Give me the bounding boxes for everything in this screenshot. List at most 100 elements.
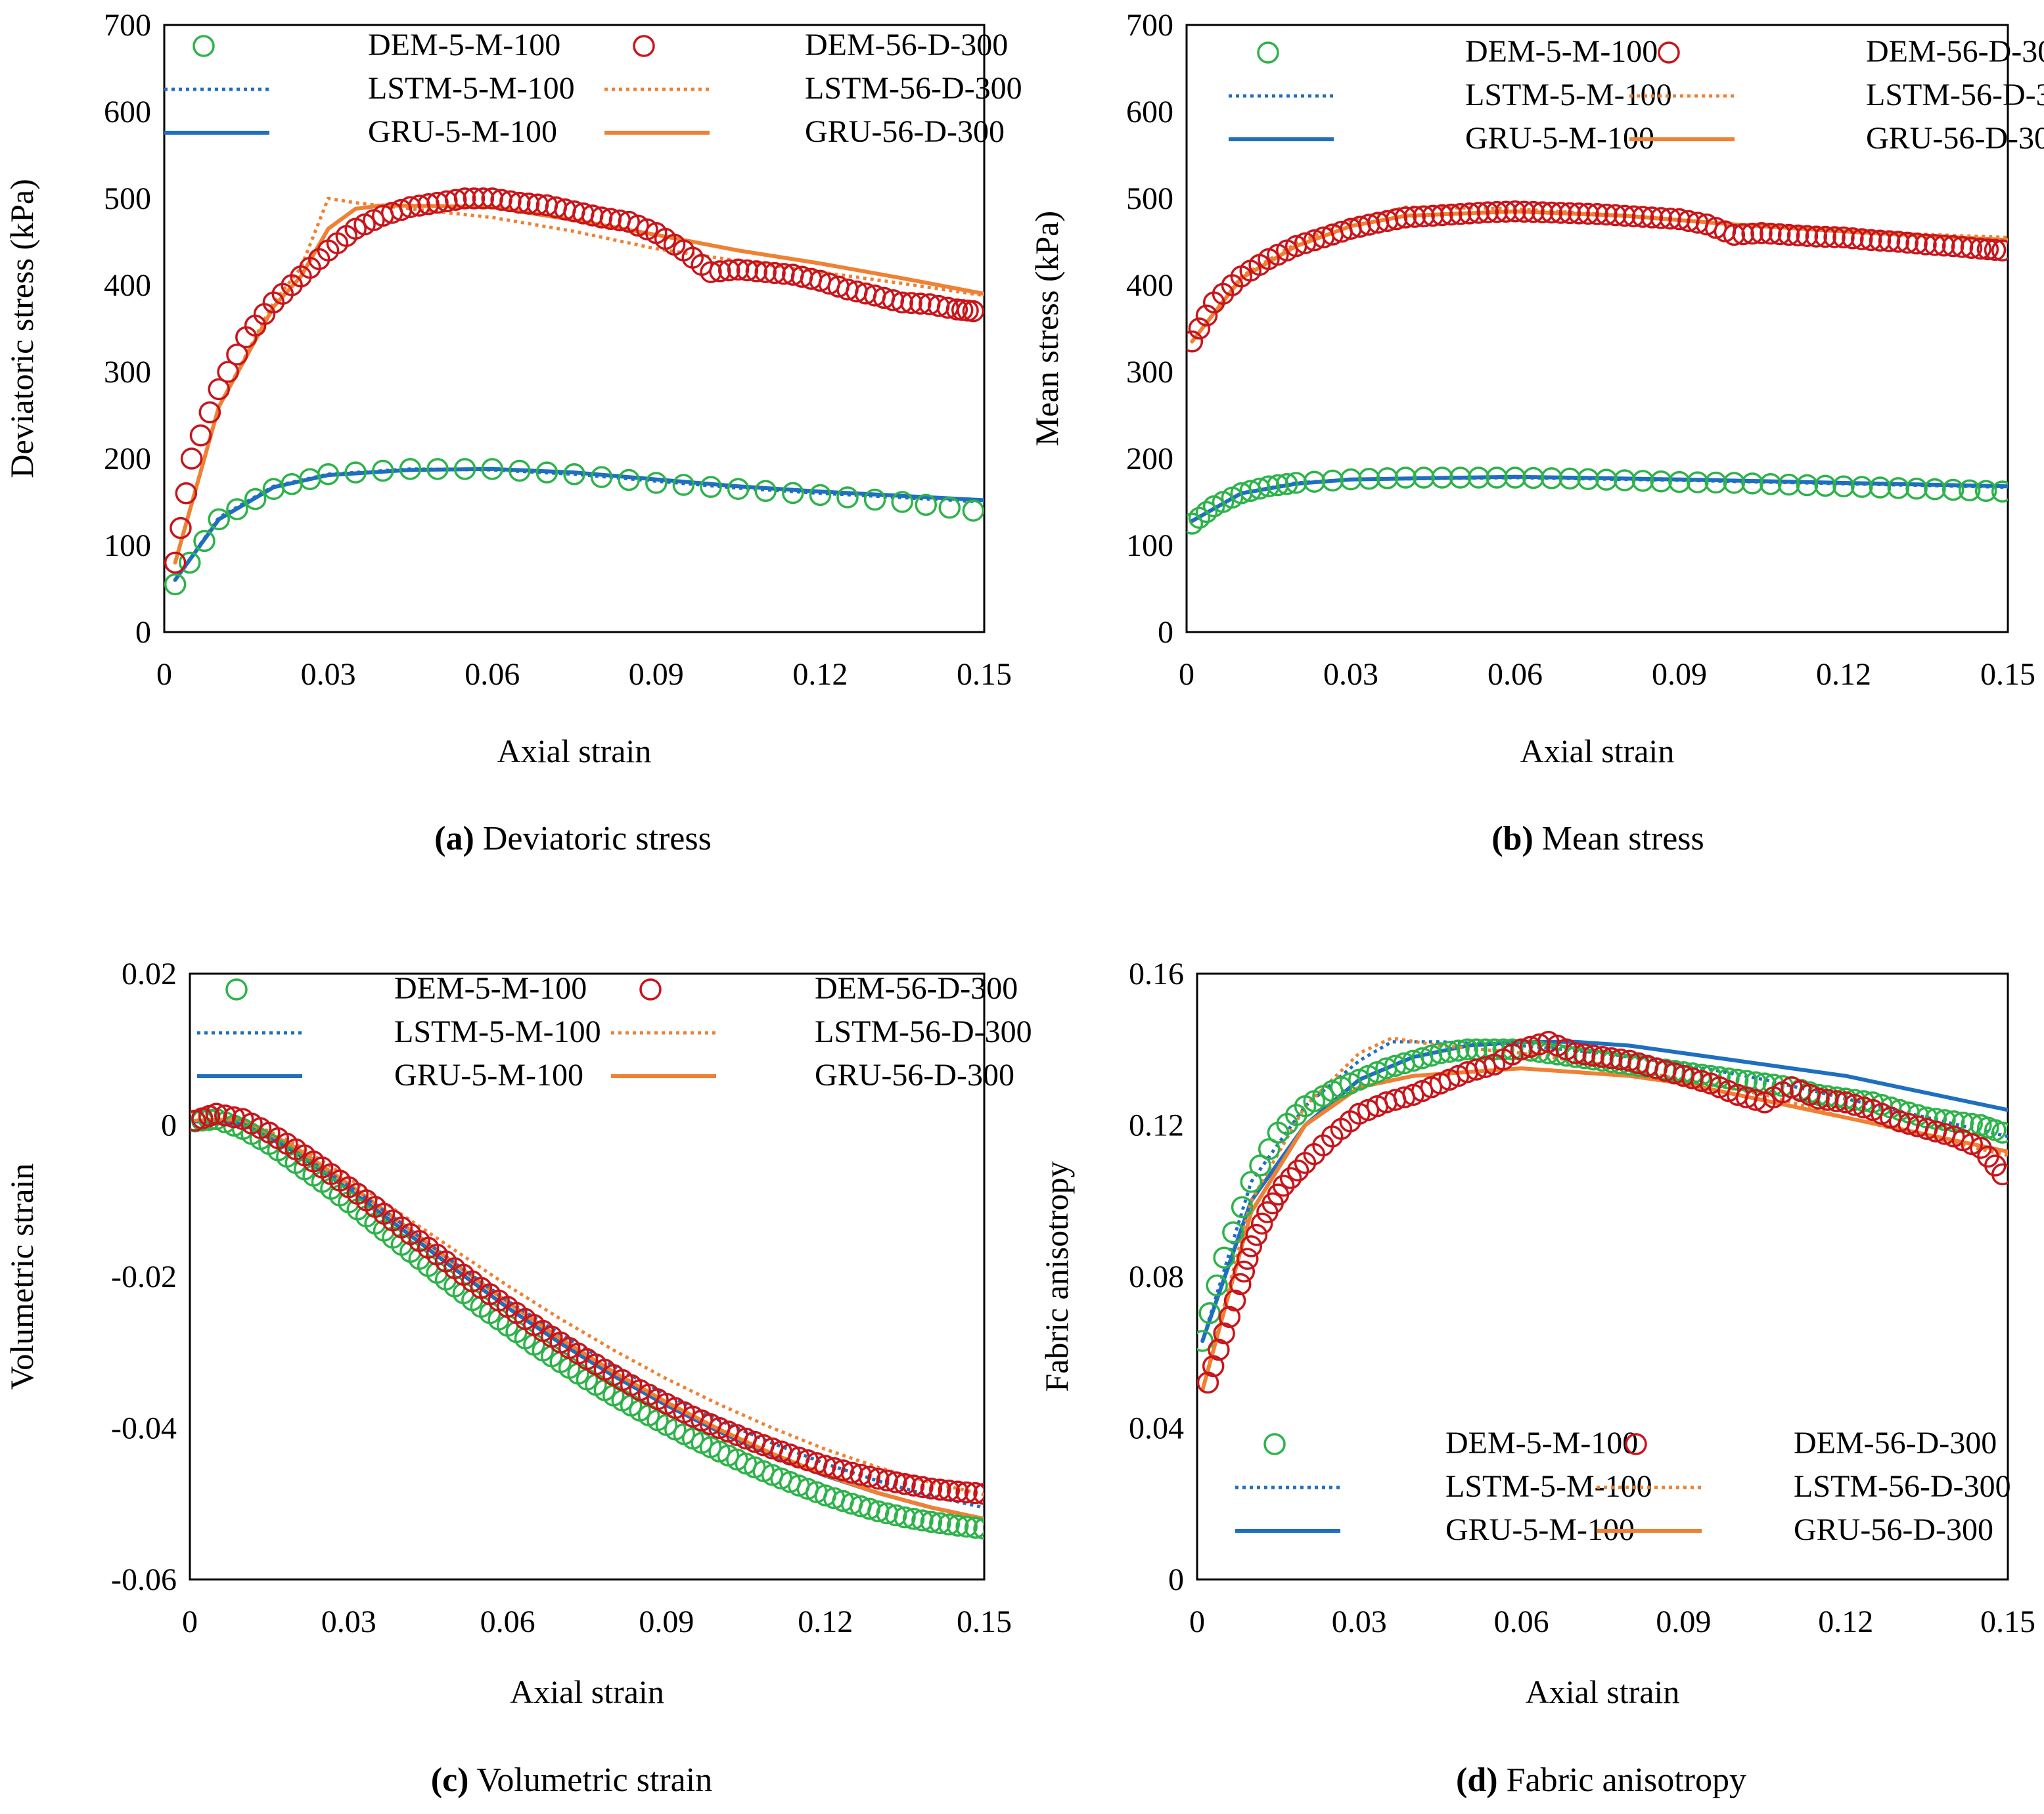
- data-point-dem-5-m-100: [891, 491, 913, 513]
- legend-marker-dem-56-d-300: [1625, 1433, 1647, 1455]
- legend-label-gru-5-m-100: GRU-5-M-100: [394, 1058, 583, 1093]
- data-point-dem-5-m-100: [863, 488, 886, 511]
- y-tick-label: 0.08: [1129, 1259, 1184, 1294]
- data-point-dem-5-m-100: [1467, 466, 1490, 489]
- data-point-dem-56-d-300: [1878, 230, 1901, 252]
- legend-label-gru-56-d-300: GRU-56-D-300: [815, 1058, 1014, 1093]
- data-point-dem-56-d-300: [1915, 233, 1937, 256]
- data-point-dem-56-d-300: [198, 401, 221, 424]
- panel-caption-text: Fabric anisotropy: [1498, 1761, 1746, 1799]
- data-point-dem-56-d-300: [1549, 202, 1572, 224]
- data-point-dem-56-d-300: [1449, 203, 1472, 225]
- data-point-dem-56-d-300: [709, 260, 731, 283]
- data-point-dem-5-m-100: [911, 1509, 934, 1531]
- x-axis-label: Axial strain: [1520, 733, 1675, 769]
- data-point-dem-5-m-100: [938, 1513, 961, 1536]
- data-point-dem-56-d-300: [1197, 1371, 1219, 1394]
- data-point-dem-56-d-300: [1933, 234, 1955, 257]
- data-point-dem-56-d-300: [884, 1471, 907, 1493]
- data-point-dem-56-d-300: [1613, 204, 1636, 227]
- data-point-dem-56-d-300: [1991, 1163, 2008, 1186]
- data-point-dem-5-m-100: [426, 458, 449, 480]
- data-point-dem-56-d-300: [1233, 1260, 1256, 1283]
- data-point-dem-56-d-300: [164, 551, 187, 574]
- legend-label-dem-56-d-300: DEM-56-D-300: [805, 28, 1008, 62]
- data-point-dem-56-d-300: [1796, 225, 1819, 247]
- data-point-dem-56-d-300: [909, 292, 932, 315]
- y-tick-label: 0.12: [1129, 1108, 1184, 1143]
- data-point-dem-56-d-300: [902, 1474, 925, 1497]
- y-tick-label: 500: [104, 181, 151, 216]
- y-tick-label: 0: [1158, 615, 1173, 650]
- legend-label-dem-56-d-300: DEM-56-D-300: [1794, 1426, 1997, 1461]
- data-point-dem-56-d-300: [517, 193, 540, 215]
- legend-label-dem-56-d-300: DEM-56-D-300: [1866, 34, 2044, 69]
- data-point-dem-5-m-100: [1558, 467, 1581, 490]
- y-axis-label: Mean stress (kPa): [1028, 211, 1065, 446]
- data-point-dem-56-d-300: [1582, 1045, 1605, 1067]
- data-point-dem-56-d-300: [1195, 304, 1218, 327]
- y-axis-label: Volumetric strain: [3, 1164, 40, 1390]
- legend-marker-dem-5-m-100: [1263, 1433, 1286, 1455]
- series-line-lstm-56-d-300: [173, 196, 984, 564]
- data-point-dem-5-m-100: [481, 458, 503, 480]
- data-point-dem-56-d-300: [727, 258, 750, 281]
- y-tick-label: 600: [104, 95, 151, 129]
- panel-caption-letter: (c): [431, 1761, 469, 1799]
- y-tick-label: 700: [1126, 8, 1173, 43]
- panel-caption-letter: (a): [434, 820, 474, 857]
- legend: DEM-5-M-100 DEM-56-D-300 LSTM-5-M-100 LSTM-…: [164, 28, 1022, 149]
- data-point-dem-56-d-300: [717, 259, 740, 282]
- data-point-dem-56-d-300: [453, 187, 476, 210]
- data-point-dem-5-m-100: [1814, 474, 1836, 497]
- series-line-gru-5-m-100: [173, 466, 984, 582]
- data-point-dem-56-d-300: [911, 1476, 934, 1499]
- data-point-dem-56-d-300: [1279, 1167, 1302, 1189]
- data-point-dem-5-m-100: [453, 458, 476, 480]
- data-point-dem-5-m-100: [1413, 466, 1435, 489]
- legend-label-lstm-56-d-300: LSTM-56-D-300: [1794, 1469, 2011, 1504]
- data-point-dem-56-d-300: [1568, 202, 1590, 225]
- data-point-dem-5-m-100: [1991, 480, 2008, 503]
- y-tick-label: 0: [1168, 1562, 1184, 1597]
- data-point-dem-5-m-100: [1796, 474, 1819, 497]
- panel-caption-text: Deviatoric stress: [474, 820, 712, 857]
- x-tick-label: 0.09: [1656, 1604, 1711, 1639]
- data-point-dem-5-m-100: [938, 497, 961, 519]
- data-point-dem-56-d-300: [1750, 222, 1773, 244]
- y-tick-label: -0.04: [111, 1411, 177, 1446]
- data-point-dem-56-d-300: [745, 260, 768, 283]
- data-point-dem-56-d-300: [1385, 208, 1408, 231]
- data-point-dem-5-m-100: [1760, 472, 1782, 495]
- data-point-dem-5-m-100: [1974, 480, 1997, 503]
- data-point-dem-5-m-100: [1258, 1138, 1281, 1160]
- data-point-dem-56-d-300: [1991, 239, 2008, 261]
- data-point-dem-5-m-100: [1206, 1274, 1228, 1297]
- data-point-dem-56-d-300: [463, 187, 486, 210]
- chart-panel-d: 0 0.04 0.08 0.12 0.16 0 0.03 0.06 0.09 0.12 0.15 Ax…: [1038, 957, 2035, 1799]
- x-axis-label: Axial strain: [510, 1673, 664, 1710]
- data-point-dem-56-d-300: [1650, 207, 1672, 229]
- data-point-dem-56-d-300: [964, 1482, 984, 1505]
- data-point-dem-56-d-300: [1486, 200, 1508, 223]
- data-point-dem-56-d-300: [1229, 1273, 1252, 1296]
- legend: DEM-5-M-100 DEM-56-D-300 LSTM-5-M-100 LSTM-…: [1235, 1426, 2011, 1547]
- legend-label-lstm-56-d-300: LSTM-56-D-300: [1866, 78, 2044, 112]
- data-point-dem-56-d-300: [1586, 203, 1608, 225]
- data-point-dem-56-d-300: [205, 1102, 228, 1125]
- data-point-dem-56-d-300: [1631, 206, 1654, 228]
- data-point-dem-56-d-300: [946, 1480, 969, 1503]
- data-point-dem-56-d-300: [1250, 1212, 1273, 1235]
- data-point-dem-56-d-300: [1573, 1043, 1596, 1066]
- data-point-dem-56-d-300: [1859, 229, 1882, 252]
- y-tick-label: 0: [135, 615, 151, 650]
- data-point-dem-5-m-100: [1213, 1246, 1235, 1269]
- plot-frame: [1185, 24, 2009, 633]
- chart-panel-b: 0 100 200 300 400 500 600 700 0 0.03 0.06 0.09 0.12 0…: [1028, 8, 2044, 857]
- data-point-dem-56-d-300: [1591, 1046, 1614, 1068]
- data-point-dem-56-d-300: [1237, 1248, 1259, 1270]
- x-tick-label: 0.12: [792, 657, 848, 692]
- data-point-dem-56-d-300: [1467, 202, 1490, 224]
- data-point-dem-56-d-300: [1495, 200, 1517, 223]
